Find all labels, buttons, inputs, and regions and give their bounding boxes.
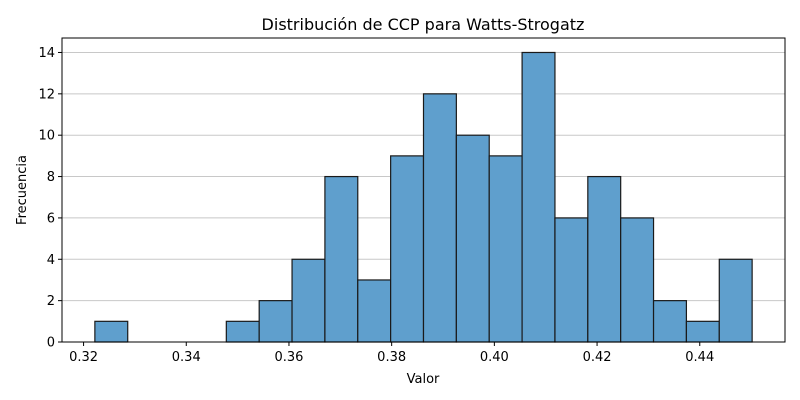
y-tick-label: 12 [38, 87, 55, 102]
y-tick-label: 2 [47, 294, 55, 309]
histogram-bar [390, 155, 425, 343]
histogram-bar [488, 155, 523, 343]
histogram-bar [258, 300, 293, 343]
x-axis-ticks: 0.32 0.34 0.36 0.38 0.40 0.42 0.44 [69, 342, 714, 365]
bars [94, 51, 753, 343]
x-tick-label: 0.42 [583, 350, 612, 365]
histogram-bar [652, 300, 688, 343]
y-tick-label: 4 [47, 253, 55, 268]
histogram-bar [422, 93, 457, 343]
y-tick-label: 0 [47, 336, 55, 351]
histogram-bar [587, 175, 622, 343]
x-tick-label: 0.32 [69, 350, 98, 365]
histogram-bar [225, 320, 260, 343]
y-axis-ticks: 0 2 4 6 8 10 12 14 [38, 46, 62, 351]
histogram-bar [554, 217, 589, 343]
x-tick-label: 0.40 [480, 350, 509, 365]
histogram-bar [324, 175, 359, 343]
y-tick-label: 14 [38, 46, 55, 61]
y-tick-label: 10 [38, 129, 55, 144]
x-axis-label: Valor [407, 372, 440, 387]
y-tick-label: 6 [47, 211, 55, 226]
histogram-bar [455, 134, 490, 343]
x-tick-label: 0.36 [274, 350, 303, 365]
histogram-bar [620, 217, 655, 343]
y-axis-label: Frecuencia [15, 155, 30, 225]
histogram-bar [291, 258, 326, 343]
histogram-bar [521, 51, 556, 343]
histogram-bar [718, 258, 753, 343]
histogram-bar [94, 320, 129, 343]
x-tick-label: 0.34 [172, 350, 201, 365]
y-tick-label: 8 [47, 170, 55, 185]
plot-frame [61, 37, 786, 343]
histogram-bar [685, 320, 720, 343]
x-tick-label: 0.38 [377, 350, 406, 365]
histogram-bar [357, 279, 392, 343]
chart-title: Distribución de CCP para Watts-Strogatz [262, 15, 585, 34]
x-tick-label: 0.44 [685, 350, 714, 365]
